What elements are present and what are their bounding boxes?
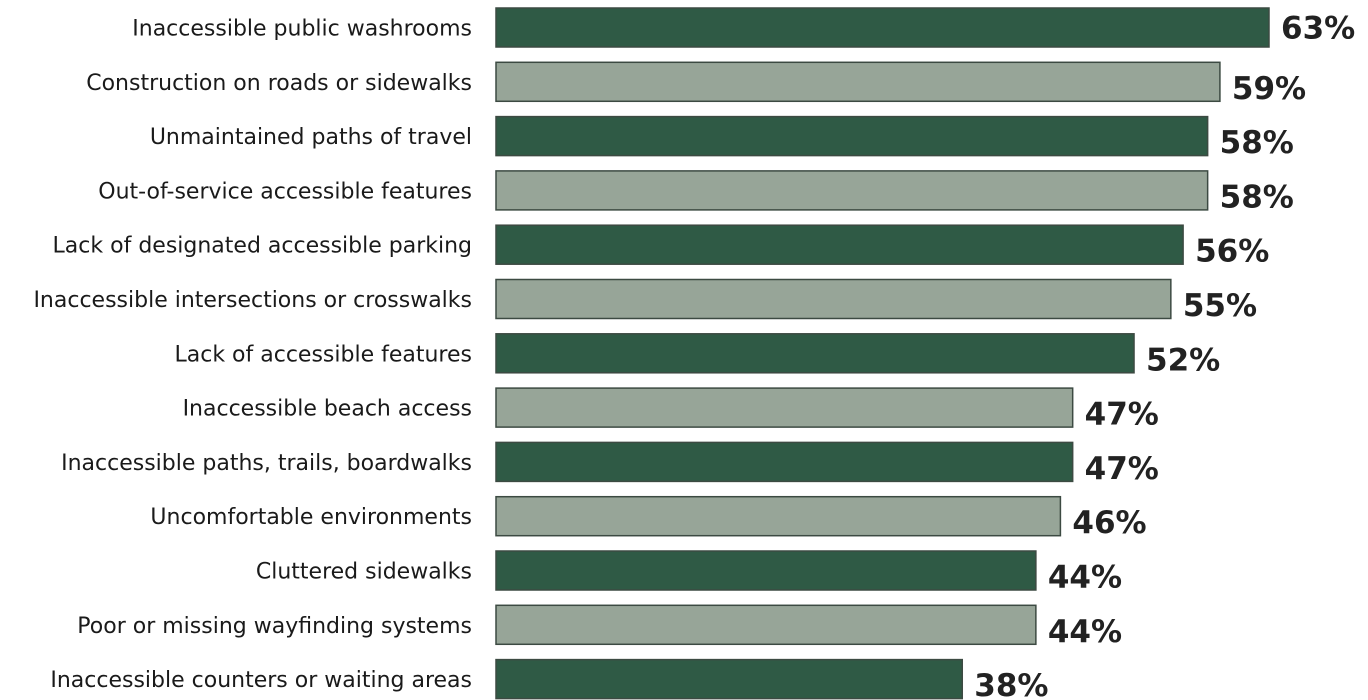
value-label: 38%: [974, 668, 1048, 700]
bar: [495, 170, 1209, 211]
category-label: Inaccessible public washrooms: [132, 17, 472, 42]
bar: [495, 441, 1074, 483]
value-label: 56%: [1195, 234, 1269, 270]
value-label: 47%: [1085, 451, 1159, 487]
value-label: 44%: [1048, 560, 1122, 596]
category-label: Inaccessible paths, trails, boardwalks: [61, 451, 472, 476]
bar: [495, 224, 1184, 265]
category-label: Out-of-service accessible features: [98, 179, 472, 204]
value-label: 58%: [1220, 125, 1294, 161]
bar: [495, 495, 1062, 537]
bar: [495, 604, 1037, 646]
category-label: Inaccessible intersections or crosswalks: [33, 288, 472, 313]
category-label: Poor or missing wayfinding systems: [77, 614, 472, 639]
value-label: 44%: [1048, 614, 1122, 650]
category-label: Uncomfortable environments: [150, 505, 472, 530]
bar: [495, 61, 1221, 103]
bar: [495, 387, 1074, 428]
value-label: 59%: [1232, 71, 1306, 107]
category-label: Lack of designated accessible parking: [53, 234, 472, 259]
bar: [495, 115, 1209, 157]
value-label: 52%: [1146, 342, 1220, 378]
value-label: 63%: [1281, 11, 1355, 47]
category-label: Unmaintained paths of travel: [150, 125, 472, 150]
bar: [495, 658, 964, 700]
bar: [495, 7, 1270, 48]
category-label: Lack of accessible features: [174, 342, 472, 367]
bar: [495, 550, 1037, 591]
category-label: Inaccessible counters or waiting areas: [50, 668, 472, 693]
value-label: 47%: [1085, 397, 1159, 433]
bar: [495, 278, 1172, 320]
value-label: 55%: [1183, 288, 1257, 324]
bar: [495, 333, 1135, 374]
category-label: Construction on roads or sidewalks: [86, 71, 472, 96]
value-label: 58%: [1220, 179, 1294, 215]
category-label: Cluttered sidewalks: [256, 560, 472, 585]
category-label: Inaccessible beach access: [183, 397, 472, 422]
value-label: 46%: [1072, 505, 1146, 541]
